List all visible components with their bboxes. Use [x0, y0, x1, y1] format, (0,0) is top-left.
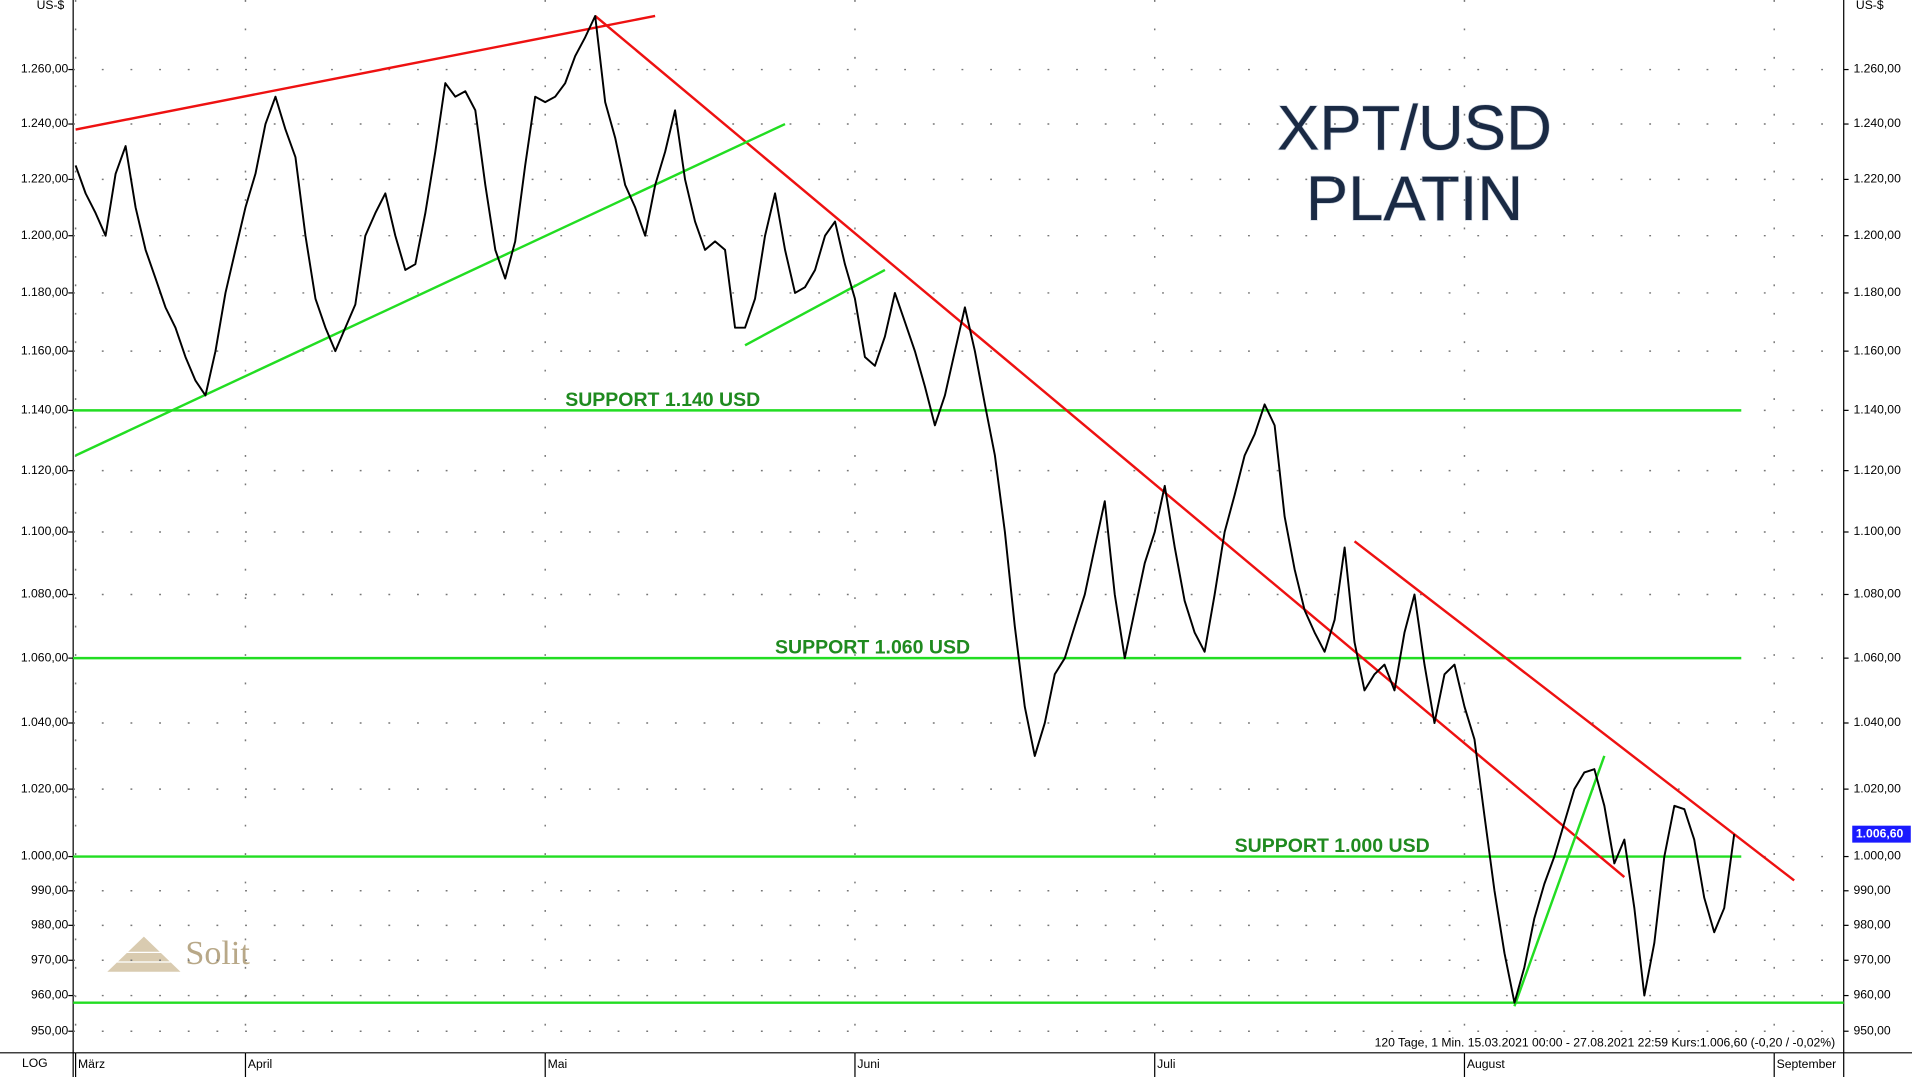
- x-tick-label: März: [78, 1057, 105, 1071]
- y-tick-label: 1.020,00: [21, 781, 69, 795]
- y-tick-label-right: 1.160,00: [1853, 343, 1901, 357]
- y-tick-label: 1.180,00: [21, 285, 69, 299]
- y-tick-label: 1.160,00: [21, 343, 69, 357]
- logo-icon: [107, 936, 181, 972]
- y-tick-label-right: 960,00: [1853, 988, 1890, 1002]
- y-tick-label: 950,00: [31, 1023, 68, 1037]
- y-tick-label-right: 980,00: [1853, 918, 1890, 932]
- y-tick-label: 1.040,00: [21, 715, 69, 729]
- y-tick-label: 1.200,00: [21, 228, 69, 242]
- y-tick-label-right: 1.040,00: [1853, 715, 1901, 729]
- x-tick-label: April: [248, 1057, 272, 1071]
- trend-line: [1513, 755, 1606, 1007]
- support-label: SUPPORT 1.000 USD: [1235, 835, 1430, 857]
- y-tick-label: 1.220,00: [21, 172, 69, 186]
- y-tick-label: 1.120,00: [21, 463, 69, 477]
- support-label: SUPPORT 1.140 USD: [565, 389, 760, 411]
- x-tick-label: Mai: [548, 1057, 568, 1071]
- trend-line: [75, 122, 786, 457]
- y-tick-label: 1.060,00: [21, 650, 69, 664]
- y-unit: US-$: [37, 0, 65, 12]
- trend-line: [75, 14, 656, 131]
- price-line: [74, 15, 1736, 1004]
- x-tick-label: August: [1467, 1057, 1506, 1071]
- y-tick-label-right: 1.180,00: [1853, 285, 1901, 299]
- y-tick-label: 1.140,00: [21, 403, 69, 417]
- y-tick-label: 970,00: [31, 953, 68, 967]
- y-tick-label-right: 1.260,00: [1853, 62, 1901, 76]
- y-unit-right: US-$: [1856, 0, 1884, 12]
- support-label: SUPPORT 1.060 USD: [775, 637, 970, 659]
- y-tick-label-right: 970,00: [1853, 953, 1890, 967]
- trend-line: [744, 268, 886, 347]
- y-tick-label-right: 1.020,00: [1853, 781, 1901, 795]
- footer: 120 Tage, 1 Min. 15.03.2021 00:00 - 27.0…: [1375, 1035, 1836, 1049]
- trend-line: [594, 14, 1626, 878]
- y-tick-label: 1.260,00: [21, 62, 69, 76]
- x-tick-label: September: [1777, 1057, 1837, 1071]
- logo-text: Solit: [185, 935, 250, 972]
- last-price-box: [1852, 825, 1911, 843]
- y-tick-label: 1.000,00: [21, 849, 69, 863]
- y-tick-label-right: 990,00: [1853, 883, 1890, 897]
- y-tick-label: 990,00: [31, 883, 68, 897]
- y-tick-label-right: 1.000,00: [1853, 849, 1901, 863]
- y-tick-label-right: 1.120,00: [1853, 463, 1901, 477]
- y-tick-label-right: 1.060,00: [1853, 650, 1901, 664]
- y-tick-label-right: 1.200,00: [1853, 228, 1901, 242]
- y-tick-label-right: 1.220,00: [1853, 172, 1901, 186]
- chart-subtitle: PLATIN: [1306, 164, 1523, 234]
- y-tick-label: 960,00: [31, 988, 68, 1002]
- x-tick-label: Juli: [1157, 1057, 1175, 1071]
- y-tick-label-right: 1.080,00: [1853, 587, 1901, 601]
- logo: Solit: [107, 935, 250, 972]
- y-tick-label-right: 1.240,00: [1853, 116, 1901, 130]
- y-tick-label-right: 1.140,00: [1853, 403, 1901, 417]
- y-tick-label: 1.240,00: [21, 116, 69, 130]
- scale-label: LOG: [22, 1056, 48, 1070]
- y-tick-label: 1.080,00: [21, 587, 69, 601]
- y-tick-label: 980,00: [31, 918, 68, 932]
- x-tick-label: Juni: [857, 1057, 879, 1071]
- y-tick-label-right: 950,00: [1853, 1023, 1890, 1037]
- y-tick-label-right: 1.100,00: [1853, 524, 1901, 538]
- last-price-label: 1.006,60: [1856, 826, 1904, 840]
- chart-title: XPT/USD: [1277, 94, 1552, 164]
- y-tick-label: 1.100,00: [21, 524, 69, 538]
- trend-line: [1353, 540, 1795, 882]
